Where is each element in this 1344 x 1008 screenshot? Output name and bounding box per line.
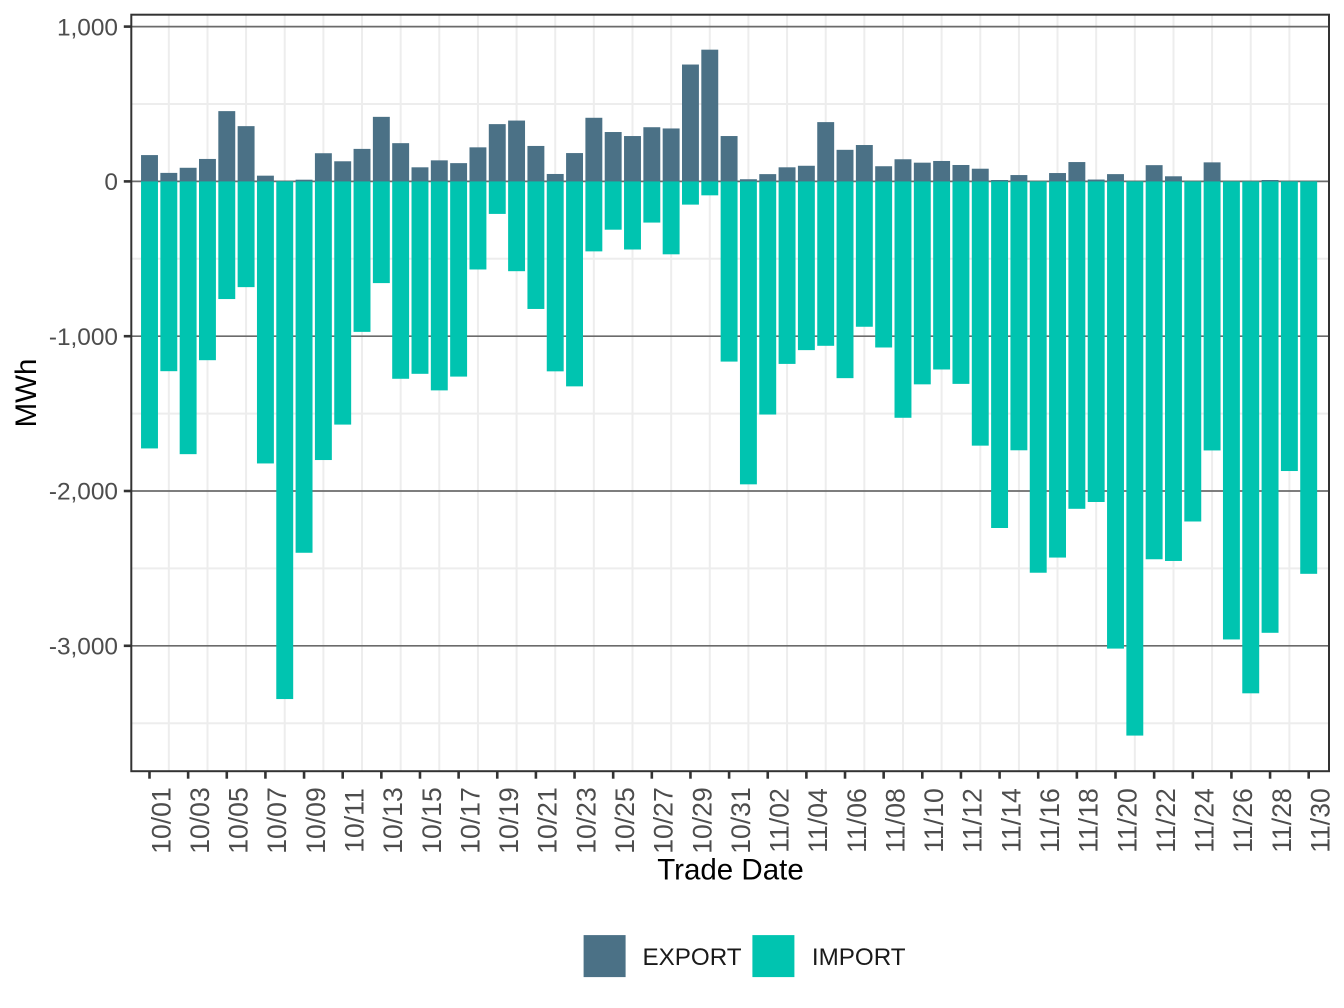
- svg-text:11/30: 11/30: [1306, 788, 1336, 853]
- svg-text:-2,000: -2,000: [49, 479, 118, 506]
- svg-text:10/03: 10/03: [185, 787, 215, 854]
- svg-text:10/25: 10/25: [610, 787, 640, 854]
- svg-text:10/23: 10/23: [571, 787, 601, 854]
- svg-text:10/05: 10/05: [224, 787, 254, 854]
- svg-text:10/19: 10/19: [494, 787, 524, 854]
- svg-text:11/24: 11/24: [1190, 788, 1220, 853]
- svg-text:11/08: 11/08: [880, 788, 910, 853]
- svg-text:10/11: 10/11: [340, 788, 370, 853]
- svg-text:10/15: 10/15: [417, 787, 447, 854]
- svg-text:10/31: 10/31: [726, 787, 756, 854]
- svg-text:11/06: 11/06: [842, 788, 872, 853]
- svg-text:10/27: 10/27: [649, 787, 679, 854]
- svg-text:11/12: 11/12: [958, 788, 988, 853]
- svg-text:11/20: 11/20: [1112, 788, 1142, 853]
- svg-text:11/14: 11/14: [996, 788, 1026, 853]
- svg-text:MWh: MWh: [10, 359, 43, 428]
- svg-text:10/09: 10/09: [301, 787, 331, 854]
- svg-text:11/22: 11/22: [1151, 788, 1181, 853]
- svg-text:11/28: 11/28: [1267, 788, 1297, 853]
- svg-text:10/29: 10/29: [687, 787, 717, 854]
- svg-text:IMPORT: IMPORT: [812, 944, 906, 971]
- svg-text:11/16: 11/16: [1035, 788, 1065, 853]
- svg-text:1,000: 1,000: [57, 14, 118, 41]
- svg-text:-1,000: -1,000: [49, 324, 118, 351]
- svg-text:11/26: 11/26: [1228, 788, 1258, 853]
- svg-text:11/02: 11/02: [765, 788, 795, 853]
- svg-text:Trade Date: Trade Date: [657, 854, 803, 887]
- svg-text:EXPORT: EXPORT: [643, 944, 742, 971]
- svg-text:10/07: 10/07: [262, 787, 292, 854]
- svg-text:11/18: 11/18: [1074, 788, 1104, 853]
- svg-text:10/17: 10/17: [455, 787, 485, 854]
- svg-text:0: 0: [104, 169, 118, 196]
- svg-text:10/13: 10/13: [378, 787, 408, 854]
- svg-text:11/10: 11/10: [919, 788, 949, 853]
- svg-text:10/21: 10/21: [533, 787, 563, 854]
- svg-text:11/04: 11/04: [803, 788, 833, 853]
- svg-text:10/01: 10/01: [146, 787, 176, 854]
- svg-text:-3,000: -3,000: [49, 634, 118, 661]
